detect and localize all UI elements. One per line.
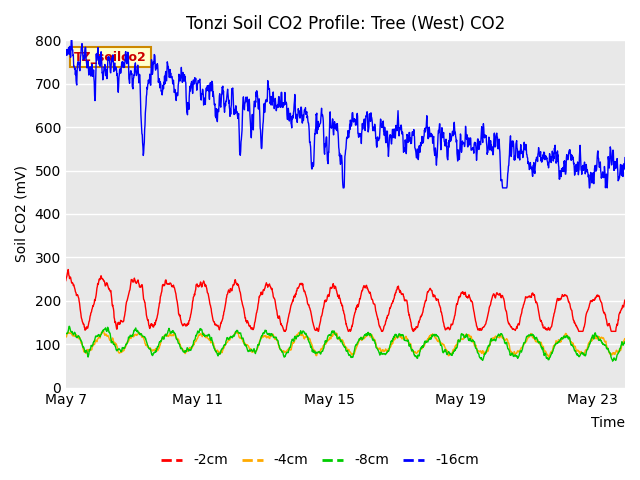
Title: Tonzi Soil CO2 Profile: Tree (West) CO2: Tonzi Soil CO2 Profile: Tree (West) CO2 [186,15,505,33]
Legend: -2cm, -4cm, -8cm, -16cm: -2cm, -4cm, -8cm, -16cm [156,448,484,473]
Y-axis label: Soil CO2 (mV): Soil CO2 (mV) [15,166,29,263]
Text: TZ_soilco2: TZ_soilco2 [74,50,147,63]
Text: Time: Time [591,416,625,430]
